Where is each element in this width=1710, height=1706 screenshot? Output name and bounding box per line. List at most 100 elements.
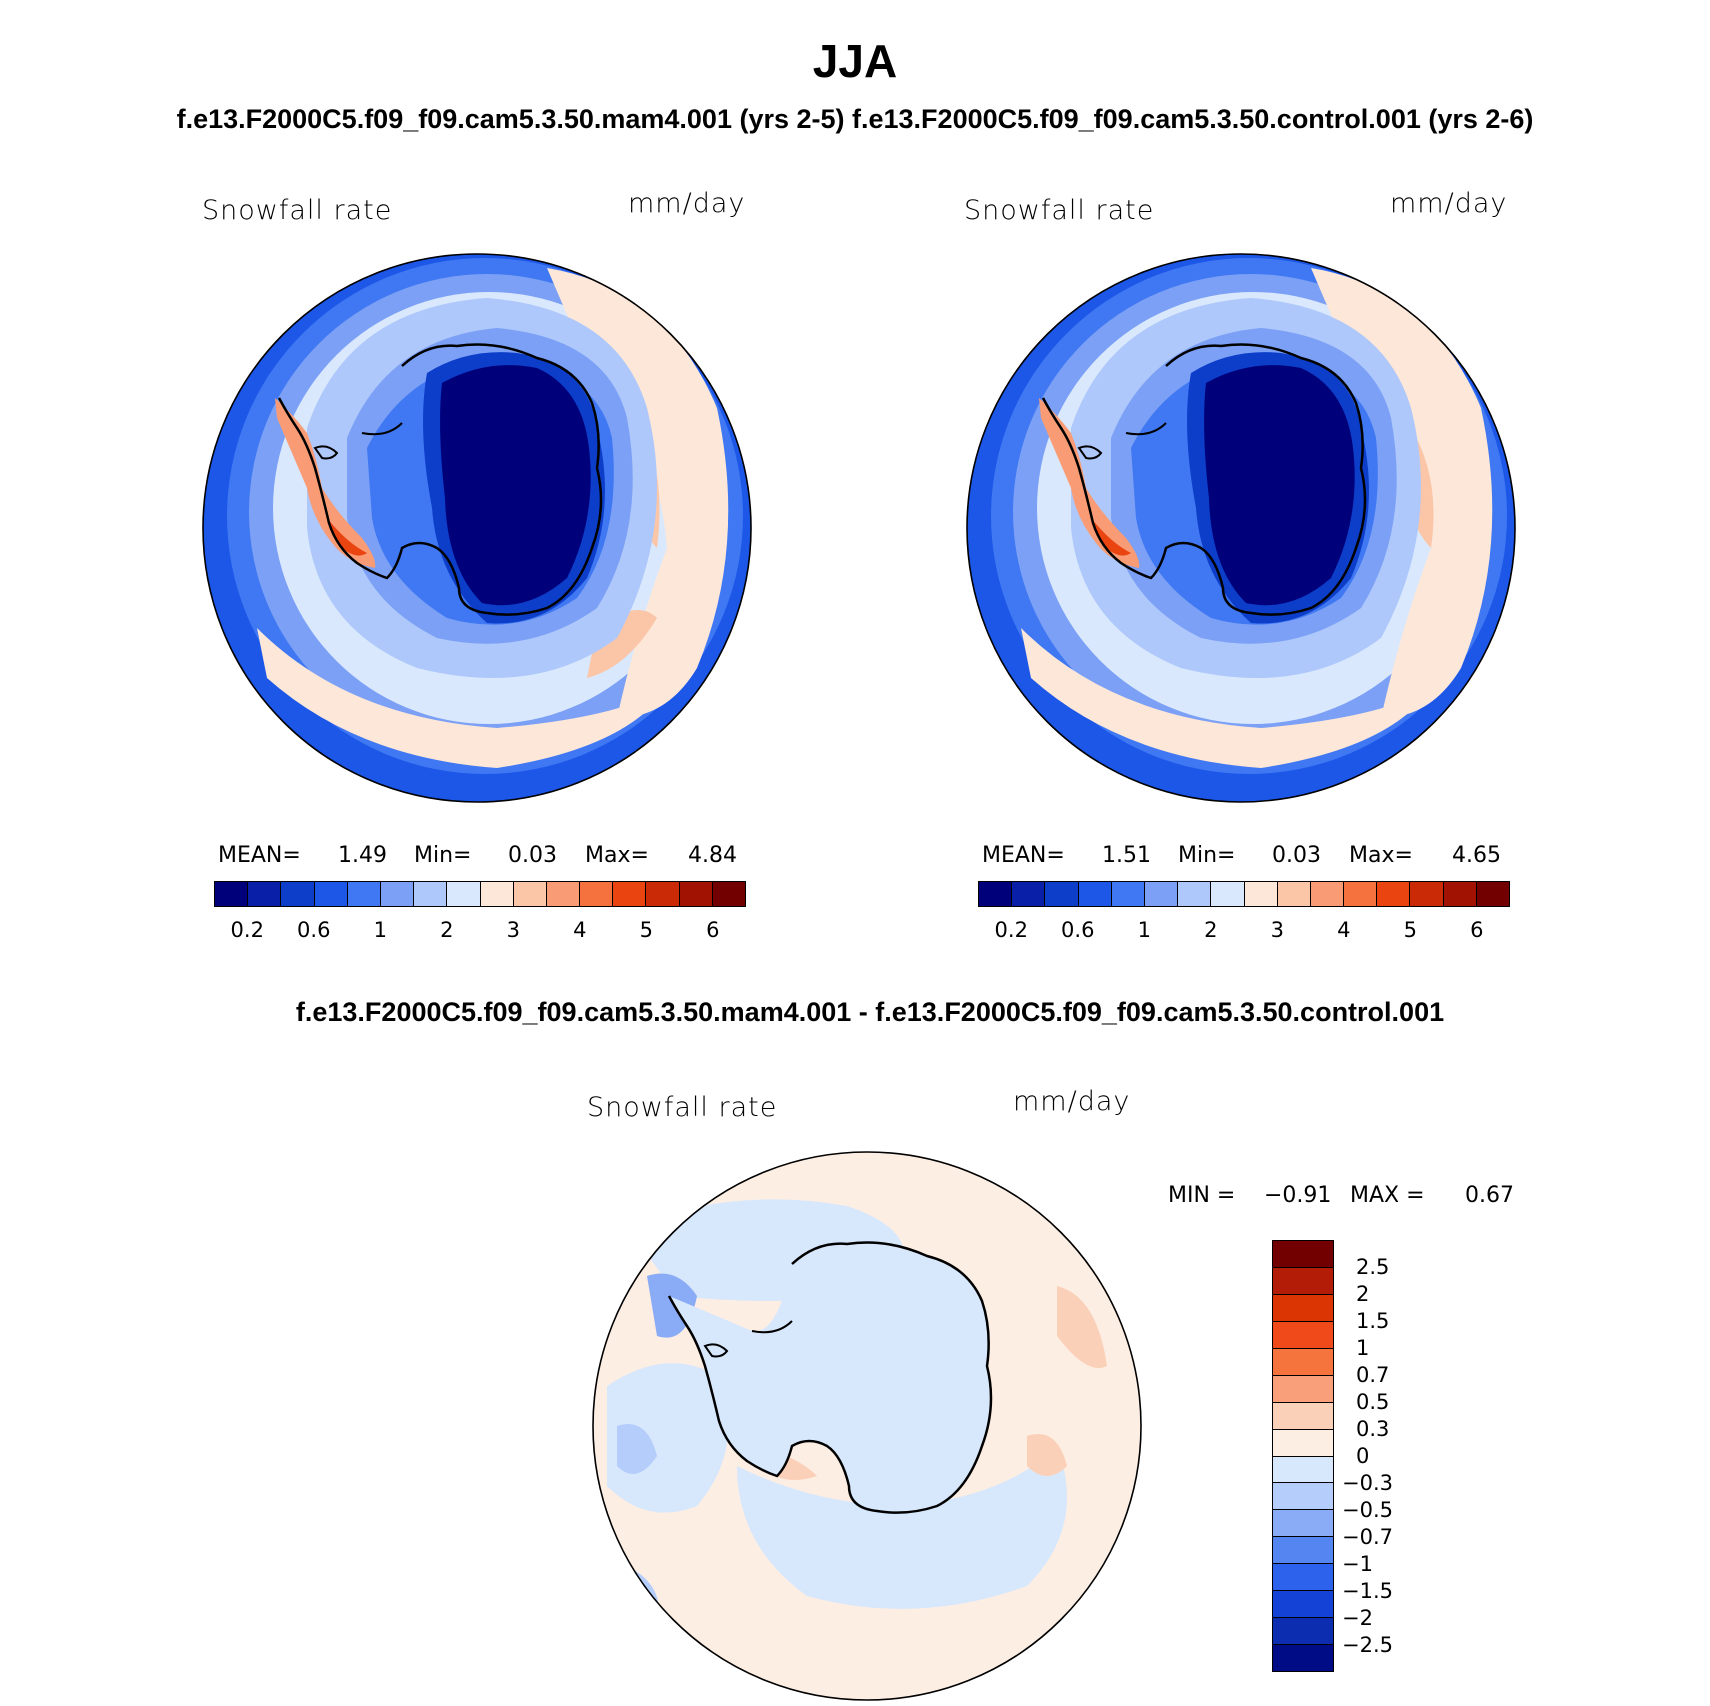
diff-colorbar <box>1272 1240 1334 1672</box>
panel1-max-value: 4.84 <box>688 843 737 868</box>
top-subtitle: f.e13.F2000C5.f09_f09.cam5.3.50.mam4.001… <box>176 104 1534 134</box>
diff-colorbar-tick-label: 2 <box>1356 1282 1370 1306</box>
diff-colorbar-swatch <box>1273 1537 1333 1565</box>
panel1-colorbar-swatch <box>248 882 282 906</box>
panel1-colorbar-swatch <box>215 882 249 906</box>
panel2-colorbar-ticks: 0.2 0.6 1 2 3 4 5 6 <box>978 918 1510 948</box>
figure-title: JJA <box>812 35 898 87</box>
panel1-colorbar-swatch <box>712 882 745 906</box>
diff-colorbar-swatch <box>1273 1348 1333 1376</box>
diff-colorbar-swatch <box>1273 1456 1333 1484</box>
diff-colorbar-swatch <box>1273 1591 1333 1619</box>
panel2-colorbar-tick-label: 4 <box>1337 918 1351 942</box>
panel1-colorbar-tick-label: 0.2 <box>230 918 264 942</box>
diff-colorbar-ticks: 2.5 2 1.5 1 0.7 0.5 0.3 0 −0.3 −0.5 −0.7 −1 −1.5 −2 −2… <box>1342 1240 1422 1672</box>
panel2-max-value: 4.65 <box>1452 843 1501 868</box>
panel2-min-label: Min= <box>1178 843 1236 868</box>
panel2-colorbar-swatch <box>1144 882 1179 906</box>
panel2-min-value: 0.03 <box>1272 843 1321 868</box>
diff-polar-map <box>592 1151 1142 1701</box>
diff-colorbar-tick-label: −1.5 <box>1342 1579 1393 1603</box>
diff-colorbar-swatch <box>1273 1241 1333 1268</box>
panel2-colorbar-swatch <box>1277 882 1311 906</box>
panel2-colorbar-swatch <box>1178 882 1212 906</box>
panel1-colorbar-swatch <box>281 882 315 906</box>
panel2-colorbar-tick-label: 0.6 <box>1061 918 1095 942</box>
panel1-colorbar-tick-label: 2 <box>440 918 454 942</box>
diff-colorbar-tick-label: −2 <box>1342 1606 1373 1630</box>
panel1-min-value: 0.03 <box>508 843 557 868</box>
panel1-colorbar-tick-label: 6 <box>706 918 720 942</box>
panel1-colorbar-swatch <box>679 882 713 906</box>
diff-colorbar-swatch <box>1273 1645 1333 1671</box>
panel2-colorbar-tick-label: 3 <box>1270 918 1284 942</box>
diff-min-value: −0.91 <box>1264 1183 1332 1208</box>
panel2-mean-label: MEAN= <box>982 843 1065 868</box>
diff-colorbar-swatch <box>1273 1294 1333 1322</box>
panel2-mean-value: 1.51 <box>1102 843 1151 868</box>
panel1-colorbar-tick-label: 3 <box>506 918 520 942</box>
diff-colorbar-tick-label: −0.3 <box>1342 1471 1393 1495</box>
diff-colorbar-swatch <box>1273 1402 1333 1430</box>
diff-subtitle: f.e13.F2000C5.f09_f09.cam5.3.50.mam4.001… <box>295 997 1445 1027</box>
diff-units-label: mm/day <box>1013 1086 1131 1117</box>
panel1-colorbar-swatch <box>380 882 415 906</box>
panel1-colorbar <box>214 881 746 907</box>
panel2-colorbar <box>978 881 1510 907</box>
diff-colorbar-tick-label: −0.7 <box>1342 1525 1393 1549</box>
diff-colorbar-tick-label: 0.5 <box>1356 1390 1390 1414</box>
diff-colorbar-tick-label: 1.5 <box>1356 1309 1390 1333</box>
diff-colorbar-swatch <box>1273 1267 1333 1295</box>
panel2-colorbar-swatch <box>1012 882 1046 906</box>
diff-colorbar-tick-label: −1 <box>1342 1552 1373 1576</box>
diff-max-value: 0.67 <box>1465 1183 1514 1208</box>
panel2-colorbar-swatch <box>1078 882 1112 906</box>
diff-colorbar-swatch <box>1273 1483 1333 1511</box>
panel2-colorbar-swatch <box>1211 882 1245 906</box>
panel2-colorbar-tick-label: 5 <box>1403 918 1417 942</box>
panel1-colorbar-swatch <box>646 882 680 906</box>
panel2-colorbar-swatch <box>979 882 1013 906</box>
diff-colorbar-tick-label: −0.5 <box>1342 1498 1393 1522</box>
panel2-colorbar-swatch <box>1344 882 1378 906</box>
diff-colorbar-tick-label: −2.5 <box>1342 1633 1393 1657</box>
panel2-colorbar-swatch <box>1377 882 1411 906</box>
panel2-colorbar-tick-label: 2 <box>1204 918 1218 942</box>
panel1-colorbar-swatch <box>480 882 514 906</box>
panel1-colorbar-tick-label: 4 <box>573 918 587 942</box>
panel2-colorbar-swatch <box>1443 882 1477 906</box>
panel1-mean-label: MEAN= <box>218 843 301 868</box>
panel2-max-label: Max= <box>1349 843 1413 868</box>
panel2-polar-map <box>966 253 1516 803</box>
panel2-colorbar-tick-label: 6 <box>1470 918 1484 942</box>
diff-colorbar-swatch <box>1273 1375 1333 1403</box>
diff-variable-label: Snowfall rate <box>587 1092 778 1123</box>
diff-min-label: MIN = <box>1168 1183 1236 1208</box>
panel2-colorbar-swatch <box>1244 882 1278 906</box>
panel1-colorbar-swatch <box>347 882 381 906</box>
diff-colorbar-swatch <box>1273 1510 1333 1538</box>
panel2-colorbar-swatch <box>1045 882 1079 906</box>
diff-colorbar-tick-label: 0 <box>1356 1444 1370 1468</box>
panel1-max-label: Max= <box>585 843 649 868</box>
panel1-colorbar-swatch <box>613 882 647 906</box>
diff-colorbar-tick-label: 2.5 <box>1356 1255 1390 1279</box>
diff-colorbar-tick-label: 1 <box>1356 1336 1370 1360</box>
panel2-colorbar-swatch <box>1476 882 1509 906</box>
panel1-variable-label: Snowfall rate <box>202 195 393 226</box>
panel1-polar-map <box>202 253 752 803</box>
panel2-units-label: mm/day <box>1390 188 1508 219</box>
diff-colorbar-tick-label: 0.7 <box>1356 1363 1390 1387</box>
diff-colorbar-swatch <box>1273 1321 1333 1349</box>
panel2-colorbar-swatch <box>1310 882 1345 906</box>
diff-colorbar-tick-label: 0.3 <box>1356 1417 1390 1441</box>
panel1-colorbar-swatch <box>546 882 581 906</box>
panel1-colorbar-ticks: 0.2 0.6 1 2 3 4 5 6 <box>214 918 746 948</box>
diff-max-label: MAX = <box>1350 1183 1425 1208</box>
panel1-mean-value: 1.49 <box>338 843 387 868</box>
panel1-colorbar-swatch <box>580 882 614 906</box>
panel1-colorbar-swatch <box>414 882 448 906</box>
panel1-colorbar-tick-label: 0.6 <box>297 918 331 942</box>
panel2-colorbar-tick-label: 1 <box>1137 918 1151 942</box>
panel1-colorbar-swatch <box>314 882 348 906</box>
